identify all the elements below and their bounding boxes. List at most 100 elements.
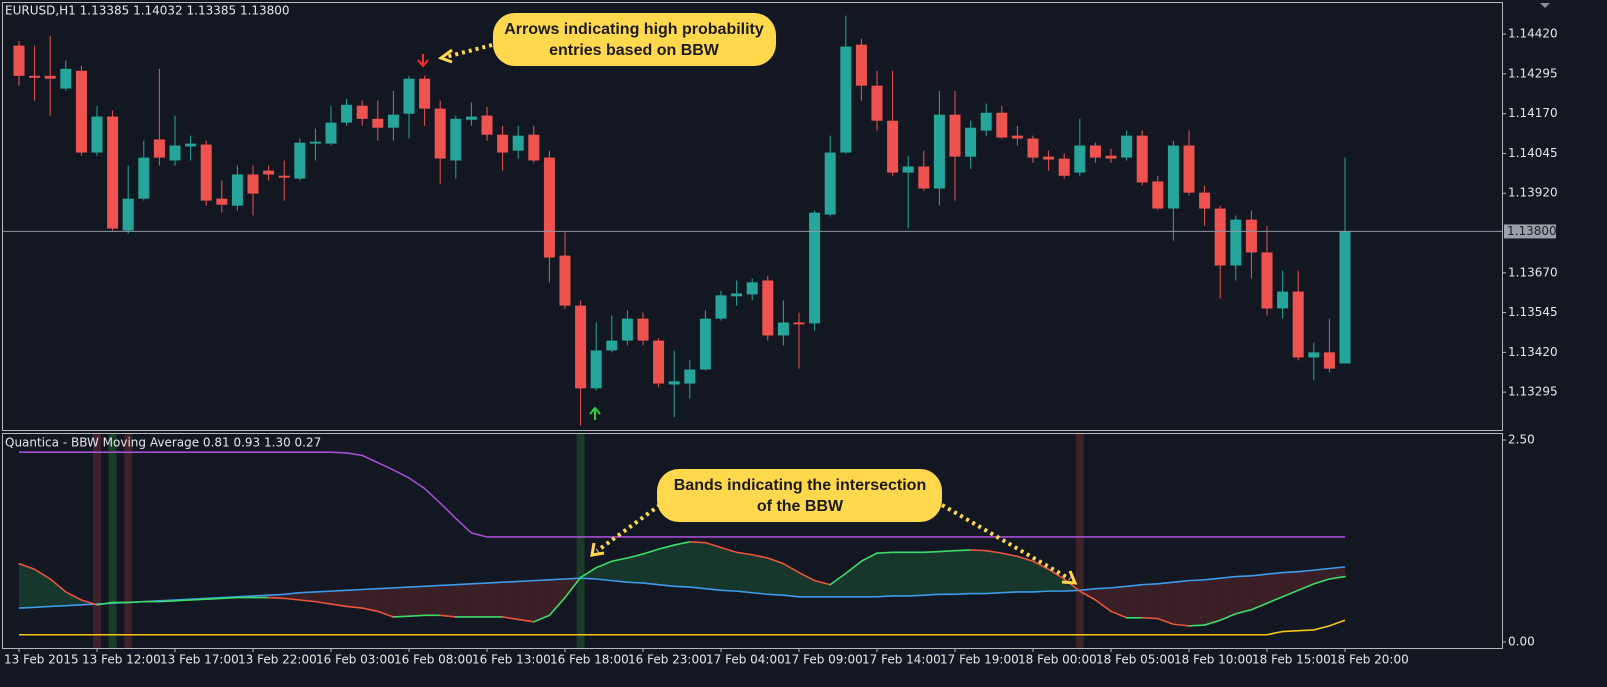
- bbw-line: [267, 596, 286, 600]
- bbw-line: [564, 576, 582, 599]
- bbw-fill: [346, 589, 363, 609]
- candle-body: [185, 143, 197, 147]
- candle-body: [512, 135, 524, 151]
- bbw-line: [985, 549, 1003, 554]
- candle-body: [1167, 145, 1179, 209]
- candle-body: [1230, 219, 1242, 266]
- candle-body: [1136, 135, 1148, 183]
- bbw-fill: [487, 582, 503, 617]
- y-tick-label: 1.14170: [1508, 106, 1558, 120]
- candle-body: [1089, 145, 1101, 158]
- bbw-line: [1266, 595, 1284, 605]
- bbw-line: [283, 597, 301, 601]
- level-line: [19, 619, 1346, 636]
- candle-body: [91, 116, 103, 153]
- bbw-line: [1000, 552, 1019, 558]
- x-tick-label: 16 Feb 23:00: [628, 653, 707, 667]
- intersection-band: [576, 434, 585, 648]
- x-tick-label: 17 Feb 04:00: [706, 653, 785, 667]
- bbw-line: [96, 601, 114, 606]
- bbw-fill: [409, 586, 425, 617]
- bbw-line: [80, 599, 98, 606]
- candle-body: [44, 75, 56, 79]
- candle-body: [793, 322, 805, 325]
- candle-body: [933, 114, 945, 189]
- candle-body: [278, 175, 290, 178]
- x-tick-label: 16 Feb 18:00: [550, 653, 629, 667]
- candle-body: [1183, 145, 1195, 193]
- bbw-line: [33, 568, 52, 580]
- bbw-fill: [1251, 574, 1267, 610]
- candle-body: [1277, 291, 1289, 309]
- candle-body: [559, 255, 571, 306]
- bbw-fill: [533, 579, 550, 622]
- candle-body: [1308, 352, 1320, 358]
- bbw-line: [1203, 619, 1221, 626]
- candle-body: [450, 118, 462, 161]
- bbw-fill: [1173, 580, 1189, 626]
- bbw-line: [174, 599, 192, 602]
- bbw-fill: [362, 588, 378, 612]
- candle-body: [996, 112, 1008, 138]
- intersection-band: [124, 434, 133, 648]
- bbw-line: [798, 571, 816, 582]
- x-tick-label: 18 Feb 05:00: [1096, 653, 1175, 667]
- bbw-line: [548, 596, 566, 617]
- bbw-fill: [986, 550, 1002, 594]
- annotation-arrows: [437, 43, 1078, 585]
- candle-body: [29, 75, 41, 78]
- candle-body: [13, 45, 25, 76]
- bbw-line: [439, 614, 457, 618]
- candle-body: [824, 152, 836, 215]
- candle-body: [653, 340, 665, 384]
- annotation-text: Arrows indicating high probability: [504, 21, 764, 38]
- bbw-fill: [1095, 587, 1111, 612]
- bbw-fill: [752, 554, 768, 595]
- plot-layer: 1.14420 1.14295 1.14170 1.14045 1.13920 1.136…: [3, 15, 1558, 667]
- bbw-fill: [877, 552, 893, 597]
- bbw-fill: [299, 591, 316, 602]
- x-tick-label: 18 Feb 00:00: [1018, 653, 1097, 667]
- candle-body: [1323, 352, 1335, 369]
- panes: [2, 2, 1550, 649]
- candle-body: [918, 166, 930, 189]
- bbw-fill: [1220, 576, 1236, 621]
- candle-body: [122, 198, 134, 231]
- bbw-line: [1047, 568, 1065, 580]
- bbw-line: [158, 600, 176, 603]
- annotation-box: [493, 13, 776, 66]
- bbw-line: [376, 610, 395, 618]
- candle-body: [668, 381, 680, 385]
- bbw-fill: [1111, 586, 1127, 618]
- bbw-fill: [892, 552, 909, 596]
- bbw-line: [1157, 617, 1175, 626]
- x-tick-label: 18 Feb 15:00: [1252, 653, 1331, 667]
- buy-arrow: [589, 406, 601, 420]
- bbw-fill: [440, 584, 456, 617]
- bbw-fill: [1048, 569, 1065, 592]
- bbw-fill: [19, 563, 35, 609]
- candle-body: [309, 141, 321, 144]
- bbw-line: [517, 618, 535, 623]
- candle-body: [356, 105, 368, 119]
- bbw-fill: [705, 542, 721, 591]
- bbw-fill: [721, 547, 737, 592]
- candle-body: [699, 318, 711, 370]
- candle-body: [621, 318, 633, 341]
- level-line: [19, 451, 1345, 538]
- current-price-label: 1.13800: [1507, 224, 1557, 238]
- bbw-fill: [830, 573, 846, 597]
- candle-body: [169, 145, 181, 161]
- bbw-line: [1281, 589, 1299, 598]
- bbw-fill: [502, 581, 519, 620]
- x-tick-label: 13 Feb 17:00: [160, 653, 239, 667]
- y-tick-label: 2.50: [1508, 433, 1535, 447]
- sell-arrow: [417, 54, 429, 68]
- bbw-fill: [50, 578, 66, 607]
- indicator-title: Quantica - BBW Moving Average 0.81 0.93 …: [5, 436, 321, 450]
- bbw-fill: [1282, 571, 1299, 597]
- bbw-line: [829, 572, 847, 586]
- x-tick-label: 16 Feb 03:00: [316, 653, 395, 667]
- candle-body: [325, 122, 337, 144]
